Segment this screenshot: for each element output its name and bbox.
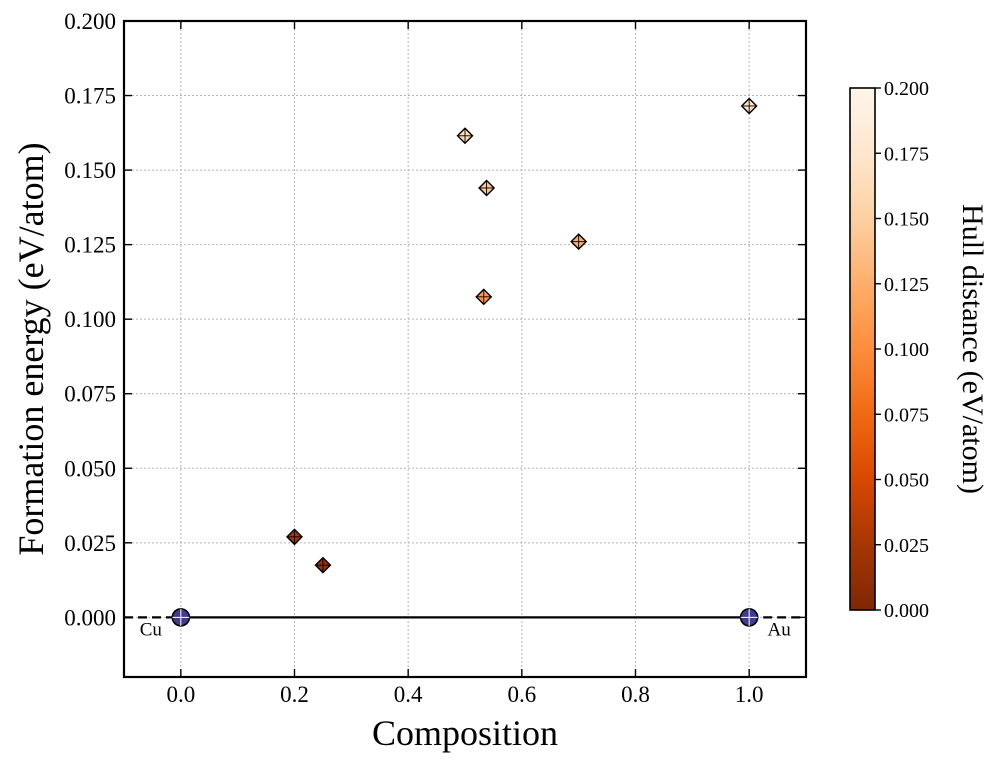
hull-point (739, 608, 759, 627)
y-tick-label: 0.150 (64, 158, 116, 183)
colorbar-tick-label: 0.075 (884, 404, 929, 426)
x-tick-label: 1.0 (735, 682, 764, 707)
y-tick-label: 0.175 (64, 84, 116, 109)
grid-lines (124, 20, 806, 677)
y-tick-label: 0.100 (64, 307, 116, 332)
colorbar-tick-label: 0.050 (884, 470, 929, 492)
colorbar-tick-label: 0.175 (884, 143, 929, 165)
x-axis-ticks: 0.0 0.2 0.4 0.6 0.8 1.0 (166, 21, 764, 707)
data-point (570, 233, 588, 251)
y-axis-label: Formation energy (eV/atom) (11, 142, 51, 555)
plot-frame (122, 19, 808, 679)
colorbar-tick-label: 0.025 (884, 535, 929, 557)
y-tick-label: 0.125 (64, 233, 116, 258)
data-points (286, 97, 758, 574)
hull-points (171, 608, 759, 627)
y-tick-label: 0.075 (64, 382, 116, 407)
data-point (478, 179, 496, 197)
x-tick-label: 0.4 (394, 682, 423, 707)
data-point (740, 97, 758, 115)
end-member-label: Au (768, 619, 792, 640)
data-point (286, 528, 303, 546)
data-point (314, 556, 332, 574)
x-tick-label: 0.8 (621, 682, 650, 707)
colorbar-tick-label: 0.150 (884, 209, 929, 231)
colorbar-tick-label: 0.000 (884, 600, 929, 622)
end-member-label: Cu (140, 619, 163, 640)
x-tick-label: 0.6 (507, 682, 536, 707)
data-point (456, 127, 474, 145)
y-axis-ticks: 0.000 0.025 0.050 0.075 0.100 0.125 0.150 0.175… (64, 9, 806, 630)
y-tick-label: 0.050 (64, 456, 116, 481)
end-member-labels: Cu Au (140, 619, 792, 640)
colorbar-tick-label: 0.100 (884, 339, 929, 361)
y-tick-label: 0.025 (64, 531, 116, 556)
colorbar-gradient (849, 87, 876, 611)
hull-point (171, 608, 191, 627)
x-tick-label: 0.0 (166, 682, 195, 707)
y-tick-label: 0.000 (64, 605, 116, 630)
colorbar-label: Hull distance (eV/atom) (956, 204, 989, 494)
colorbar-tick-label: 0.125 (884, 274, 929, 296)
x-tick-label: 0.2 (280, 682, 309, 707)
x-axis-label: Composition (372, 713, 558, 753)
colorbar-ticks: 0.000 0.025 0.050 0.075 0.100 0.125 0.150 0.175… (875, 78, 929, 622)
data-point (475, 288, 493, 306)
y-tick-label: 0.200 (64, 9, 116, 34)
colorbar: 0.000 0.025 0.050 0.075 0.100 0.125 0.150 0.175… (849, 78, 989, 622)
colorbar-tick-label: 0.200 (884, 78, 929, 100)
